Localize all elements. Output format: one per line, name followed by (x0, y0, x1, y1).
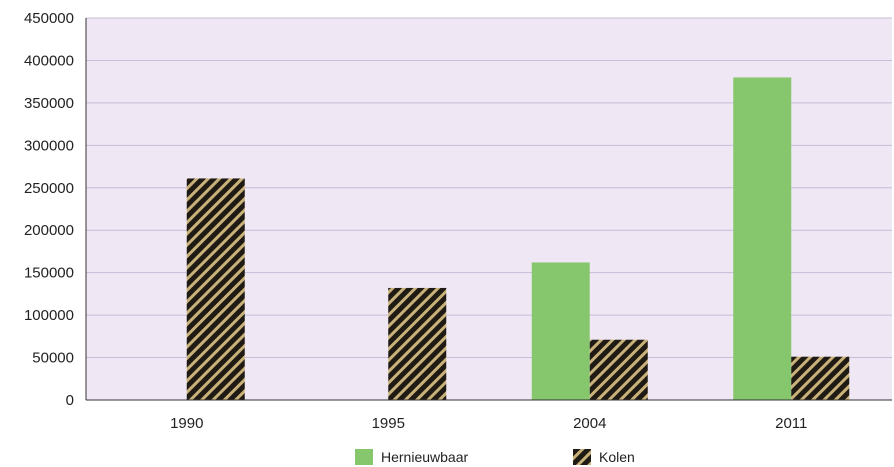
bar-kolen-2004 (589, 339, 648, 400)
legend-item: Kolen (573, 449, 635, 465)
legend-swatch (573, 449, 591, 465)
y-tick-label: 0 (66, 392, 74, 409)
bars (186, 77, 850, 400)
legend-label: Kolen (599, 449, 635, 465)
legend-item: Hernieuwbaar (355, 449, 468, 465)
bar-kolen-1990 (186, 178, 245, 400)
y-tick-label: 250000 (24, 180, 74, 197)
legend: Hernieuwbaar Kolen (355, 449, 635, 465)
bar-kolen-1995 (388, 287, 447, 400)
legend-label: Hernieuwbaar (381, 449, 468, 465)
bar-hernieuwbaar-2011 (733, 77, 792, 400)
y-tick-labels: 0 50000 100000 150000 200000 250000 300000 3500… (24, 10, 74, 409)
bar-hernieuwbaar-2004 (531, 262, 590, 400)
y-tick-label: 100000 (24, 307, 74, 324)
y-tick-label: 200000 (24, 222, 74, 239)
x-tick-label: 1990 (170, 415, 203, 432)
x-tick-label: 1995 (372, 415, 405, 432)
y-tick-label: 300000 (24, 137, 74, 154)
y-tick-label: 150000 (24, 265, 74, 282)
y-tick-label: 450000 (24, 10, 74, 27)
x-tick-label: 2011 (775, 415, 807, 432)
y-tick-label: 50000 (32, 350, 74, 367)
legend-swatch (355, 449, 373, 465)
bar-kolen-2011 (791, 356, 850, 400)
x-tick-label: 2004 (573, 415, 606, 432)
axes (85, 18, 892, 401)
y-tick-label: 350000 (24, 95, 74, 112)
x-tick-labels: 1990 1995 2004 2011 (170, 415, 807, 432)
y-tick-label: 400000 (24, 52, 74, 69)
